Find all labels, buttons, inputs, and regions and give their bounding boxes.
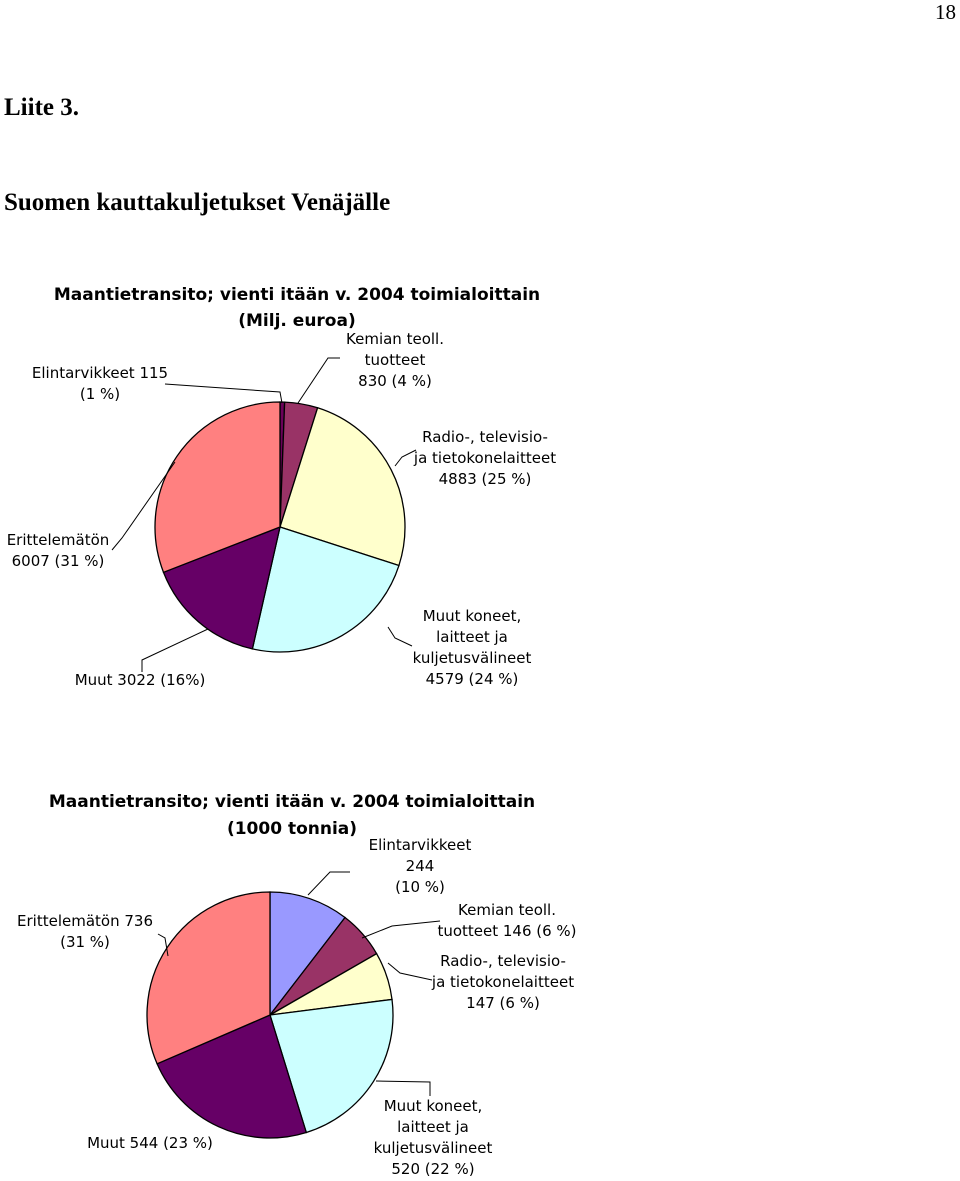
slice-label-erittelematon: Erittelemätön 736 (31 %) (17, 912, 153, 951)
slice-label-kemian-teoll-tuotteet: Kemian teoll. tuotteet 146 (6 %) (437, 901, 576, 940)
pie-slice-elintarvikkeet (269, 891, 346, 1017)
chart-subtitle: (1000 tonnia) (227, 819, 357, 839)
slice-label-elintarvikkeet: Elintarvikkeet 115 (1 %) (32, 364, 168, 403)
leader-line-kemian-teoll-tuotteet (297, 357, 340, 404)
slice-label-erittelematon: Erittelemätön 6007 (31 %) (7, 531, 110, 570)
pie-slice-muut-koneet-laitteet-ja-kuljetusvalineet (269, 998, 394, 1134)
pie-slice-muut (162, 525, 281, 650)
slice-label-muut: Muut 544 (23 %) (87, 1134, 213, 1152)
appendix-label: Liite 3. (4, 94, 79, 121)
leader-line-muut-koneet-laitteet-ja-kuljetusvalineet (375, 1080, 431, 1096)
slice-label-muut-koneet-laitteet-ja-kuljetusvalineet: Muut koneet, laitteet ja kuljetusvälineet 5… (374, 1097, 493, 1178)
slice-label-radio-televisio-ja-tietokonelaitteet: Radio-, televisio-ja tietokonelaitteet 48… (413, 428, 556, 488)
pie-slice-erittelematon (146, 891, 271, 1065)
leader-line-radio-televisio-ja-tietokonelaitteet (387, 962, 433, 981)
pie-slice-muut-koneet-laitteet-ja-kuljetusvalineet (251, 526, 400, 653)
slice-label-radio-televisio-ja-tietokonelaitteet: Radio-, televisio-ja tietokonelaitteet 14… (431, 952, 574, 1012)
chart-title: Maantietransito; vienti itään v. 2004 to… (54, 285, 540, 305)
pie-chart-value: Maantietransito; vienti itään v. 2004 to… (7, 285, 556, 689)
leader-line-elintarvikkeet (164, 383, 283, 404)
leader-line-erittelematon (111, 461, 176, 551)
leader-line-kemian-teoll-tuotteet (361, 920, 441, 939)
leader-line-radio-televisio-ja-tietokonelaitteet (394, 449, 417, 467)
pie-slice-erittelematon (154, 401, 281, 574)
pie-slice-muut (156, 1014, 308, 1139)
slice-label-muut-koneet-laitteet-ja-kuljetusvalineet: Muut koneet, laitteet ja kuljetusvälineet 4… (413, 607, 532, 688)
slice-label-kemian-teoll-tuotteet: Kemian teoll. tuotteet 830 (4 %) (346, 330, 444, 390)
document-title: Suomen kauttakuljetukset Venäjälle (4, 189, 391, 216)
chart-title: Maantietransito; vienti itään v. 2004 to… (49, 792, 535, 812)
chart-subtitle: (Milj. euroa) (238, 311, 355, 331)
pie-slice-radio-televisio-ja-tietokonelaitteet (279, 406, 406, 567)
leader-line-erittelematon (157, 933, 169, 957)
pie-chart-tonnage: Maantietransito; vienti itään v. 2004 to… (17, 792, 577, 1178)
page-number: 18 (935, 0, 956, 24)
leader-line-muut-koneet-laitteet-ja-kuljetusvalineet (387, 626, 413, 647)
slice-label-elintarvikkeet: Elintarvikkeet 244 (10 %) (369, 836, 472, 896)
slice-label-muut: Muut 3022 (16%) (75, 671, 206, 689)
leader-line-muut (141, 628, 209, 672)
leader-line-elintarvikkeet (307, 871, 350, 896)
